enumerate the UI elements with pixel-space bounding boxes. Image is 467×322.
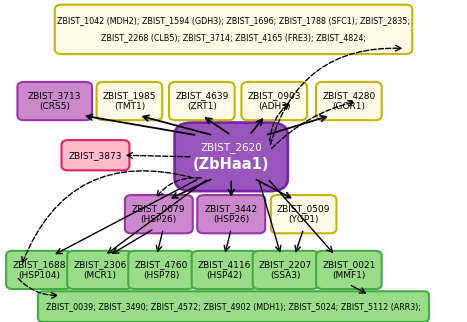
Text: ZBIST_4116
(HSP42): ZBIST_4116 (HSP42): [198, 260, 251, 280]
Text: ZBIST_2207
(SSA3): ZBIST_2207 (SSA3): [259, 260, 312, 280]
Text: ZBIST_3442
(HSP26): ZBIST_3442 (HSP26): [205, 204, 258, 224]
Text: ZBIST_3713
(CRS5): ZBIST_3713 (CRS5): [28, 91, 82, 111]
Text: ZBIST_1688
(HSP104): ZBIST_1688 (HSP104): [12, 260, 66, 280]
FancyBboxPatch shape: [197, 195, 265, 233]
Text: ZBIST_0039; ZBIST_3490; ZBIST_4572; ZBIST_4902 (MDH1); ZBIST_5024; ZBIST_5112 (A: ZBIST_0039; ZBIST_3490; ZBIST_4572; ZBIS…: [46, 302, 421, 311]
Text: ZBIST_2268 (CLB5); ZBIST_3714; ZBIST_4165 (FRE3); ZBIST_4824;: ZBIST_2268 (CLB5); ZBIST_3714; ZBIST_416…: [101, 33, 366, 43]
Text: ZBIST_0021
(MMF1): ZBIST_0021 (MMF1): [322, 260, 375, 280]
FancyBboxPatch shape: [241, 82, 307, 120]
FancyBboxPatch shape: [17, 82, 92, 120]
FancyBboxPatch shape: [97, 82, 162, 120]
Text: ZBIST_4280
(GOR1): ZBIST_4280 (GOR1): [322, 91, 375, 111]
Text: ZBIST_4760
(HSP78): ZBIST_4760 (HSP78): [134, 260, 188, 280]
FancyBboxPatch shape: [253, 251, 318, 289]
FancyBboxPatch shape: [125, 195, 193, 233]
FancyBboxPatch shape: [316, 82, 382, 120]
Text: ZBIST_2620: ZBIST_2620: [200, 142, 262, 153]
FancyBboxPatch shape: [128, 251, 194, 289]
FancyBboxPatch shape: [6, 251, 72, 289]
Text: ZBIST_2306
(MCR1): ZBIST_2306 (MCR1): [73, 260, 127, 280]
Text: ZBIST_0509
(YGP1): ZBIST_0509 (YGP1): [277, 204, 330, 224]
FancyBboxPatch shape: [67, 251, 133, 289]
FancyBboxPatch shape: [55, 5, 412, 54]
FancyBboxPatch shape: [175, 123, 288, 191]
FancyBboxPatch shape: [191, 251, 257, 289]
FancyBboxPatch shape: [62, 140, 129, 170]
Text: ZBIST_3873: ZBIST_3873: [69, 151, 122, 160]
FancyBboxPatch shape: [316, 251, 382, 289]
FancyBboxPatch shape: [38, 291, 429, 322]
FancyBboxPatch shape: [271, 195, 336, 233]
Text: ZBIST_1985
(TMT1): ZBIST_1985 (TMT1): [103, 91, 156, 111]
FancyBboxPatch shape: [169, 82, 234, 120]
Text: ZBIST_0079
(HSP26): ZBIST_0079 (HSP26): [132, 204, 185, 224]
Text: ZBIST_0903
(ADH3): ZBIST_0903 (ADH3): [248, 91, 301, 111]
Text: ZBIST_4639
(ZRT1): ZBIST_4639 (ZRT1): [175, 91, 228, 111]
Text: ZBIST_1042 (MDH2); ZBIST_1594 (GDH3); ZBIST_1696; ZBIST_1788 (SFC1); ZBIST_2835;: ZBIST_1042 (MDH2); ZBIST_1594 (GDH3); ZB…: [57, 16, 410, 25]
Text: (ZbHaa1): (ZbHaa1): [193, 157, 269, 172]
